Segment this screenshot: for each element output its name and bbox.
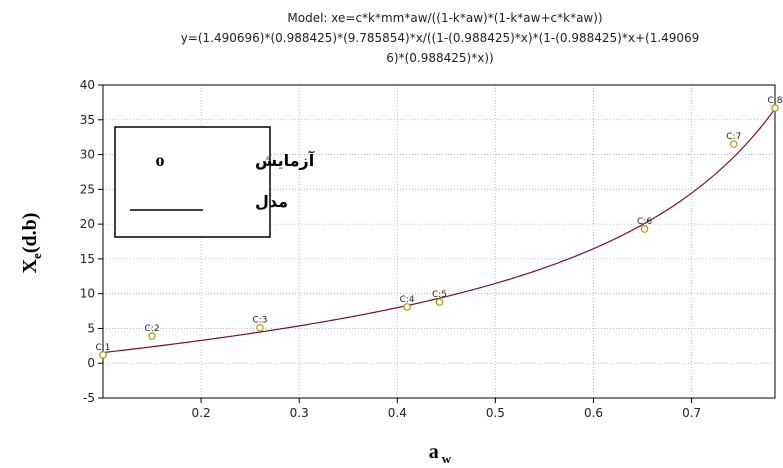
data-point-label: C:6	[637, 217, 652, 227]
y-tick-label: 40	[80, 78, 95, 92]
y-label-main: X	[19, 258, 41, 273]
data-point-label: C:2	[145, 324, 160, 334]
x-tick-label: 0.7	[682, 406, 701, 420]
data-point-label: C:5	[432, 290, 447, 300]
x-tick-label: 0.3	[290, 406, 309, 420]
y-tick-label: 25	[80, 182, 95, 196]
x-label-sub: w	[442, 451, 452, 466]
x-tick-label: 0.2	[192, 406, 211, 420]
y-tick-label: 20	[80, 217, 95, 231]
y-tick-label: -5	[83, 391, 95, 405]
svg-text:Xe(d.b): Xe(d.b)	[19, 213, 44, 274]
y-tick-label: 30	[80, 148, 95, 162]
y-tick-label: 15	[80, 252, 95, 266]
legend-label-model: مدل	[255, 192, 288, 211]
x-tick-label: 0.6	[584, 406, 603, 420]
data-point-label: C:7	[726, 132, 741, 142]
x-tick-label: 0.4	[388, 406, 407, 420]
data-point-label: C:3	[252, 316, 267, 326]
legend-marker-circle: o	[156, 150, 165, 170]
y-tick-label: 0	[87, 356, 95, 370]
chart-title-line-3: 6)*(0.988425)*x))	[386, 51, 493, 65]
legend: آزمایش o مدل	[115, 127, 315, 237]
chart-title-line-1: Model: xe=c*k*mm*aw/((1-k*aw)*(1-k*aw+c*…	[287, 11, 602, 25]
y-label-suffix: (d.b)	[19, 213, 41, 254]
legend-box	[115, 127, 270, 237]
x-tick-label: 0.5	[486, 406, 505, 420]
y-tick-label: 5	[87, 321, 95, 335]
data-point-label: C:8	[767, 96, 782, 106]
data-point-label: C:4	[400, 295, 415, 305]
y-tick-label: 35	[80, 113, 95, 127]
y-axis-label: Xe(d.b)	[19, 213, 44, 274]
x-label-main: a	[429, 441, 439, 463]
chart-title-line-2: y=(1.490696)*(0.988425)*(9.785854)*x/((1…	[181, 31, 700, 45]
data-point-label: C:1	[95, 343, 110, 353]
legend-label-experiment: آزمایش	[255, 150, 315, 170]
y-tick-label: 10	[80, 287, 95, 301]
